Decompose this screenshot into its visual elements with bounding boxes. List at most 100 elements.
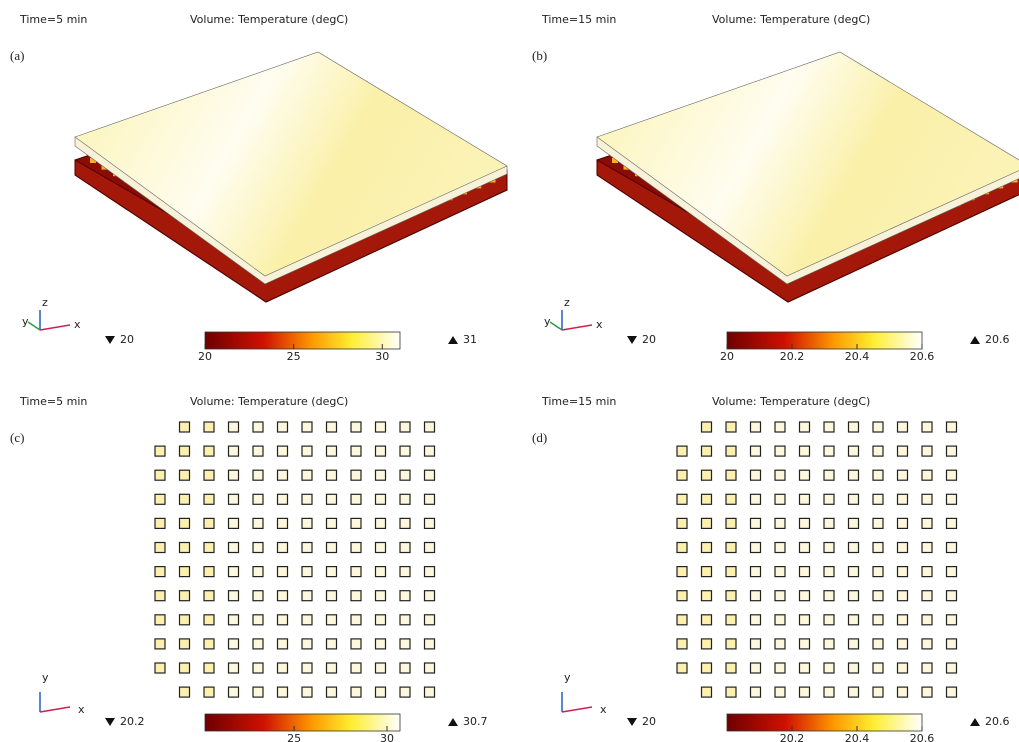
time-label: Time=15 min bbox=[541, 13, 616, 26]
chip bbox=[898, 446, 908, 456]
chip bbox=[327, 687, 337, 697]
plot-title: Volume: Temperature (degC) bbox=[712, 13, 870, 26]
chip bbox=[229, 687, 239, 697]
chip bbox=[849, 446, 859, 456]
chip bbox=[327, 615, 337, 625]
chip bbox=[253, 639, 263, 649]
chip bbox=[775, 543, 785, 553]
colorbar-tick-label: 30 bbox=[380, 732, 394, 742]
chip bbox=[204, 518, 214, 528]
chip bbox=[180, 567, 190, 577]
chip bbox=[702, 663, 712, 673]
chip bbox=[425, 567, 435, 577]
chip bbox=[873, 663, 883, 673]
chip bbox=[947, 543, 957, 553]
chip bbox=[775, 639, 785, 649]
chip bbox=[702, 639, 712, 649]
chip bbox=[947, 663, 957, 673]
colorbar-tick-label: 20 bbox=[198, 350, 212, 363]
min-value: 20 bbox=[120, 333, 134, 346]
chip bbox=[775, 470, 785, 480]
chip bbox=[180, 543, 190, 553]
chip bbox=[824, 470, 834, 480]
chip bbox=[351, 687, 361, 697]
chip bbox=[898, 687, 908, 697]
max-value: 30.7 bbox=[463, 715, 488, 728]
chip bbox=[180, 663, 190, 673]
chip bbox=[327, 567, 337, 577]
chip bbox=[824, 663, 834, 673]
chip bbox=[278, 494, 288, 504]
colorbar bbox=[727, 332, 922, 349]
chip bbox=[922, 518, 932, 528]
chip bbox=[726, 470, 736, 480]
chip bbox=[351, 422, 361, 432]
chip bbox=[376, 446, 386, 456]
chip bbox=[849, 639, 859, 649]
chip bbox=[824, 422, 834, 432]
chip bbox=[204, 567, 214, 577]
chip bbox=[302, 422, 312, 432]
chip bbox=[327, 591, 337, 601]
chip bbox=[155, 446, 165, 456]
chip bbox=[824, 687, 834, 697]
colorbar-tick-label: 20.6 bbox=[910, 732, 935, 742]
chip bbox=[775, 567, 785, 577]
colorbar-tick-label: 25 bbox=[287, 350, 301, 363]
chip bbox=[800, 567, 810, 577]
chip bbox=[155, 663, 165, 673]
chip bbox=[751, 543, 761, 553]
chip bbox=[253, 446, 263, 456]
chip bbox=[800, 470, 810, 480]
chip bbox=[229, 663, 239, 673]
chip bbox=[376, 422, 386, 432]
chip bbox=[376, 663, 386, 673]
chip bbox=[278, 639, 288, 649]
chip bbox=[204, 663, 214, 673]
min-marker bbox=[105, 336, 115, 344]
chip bbox=[677, 446, 687, 456]
chip bbox=[376, 591, 386, 601]
chip bbox=[922, 494, 932, 504]
max-marker bbox=[448, 718, 458, 726]
chip bbox=[873, 567, 883, 577]
chip bbox=[726, 687, 736, 697]
time-label: Time=5 min bbox=[19, 13, 87, 26]
chip bbox=[898, 494, 908, 504]
chip bbox=[726, 422, 736, 432]
chip bbox=[677, 615, 687, 625]
chip bbox=[302, 663, 312, 673]
chip bbox=[947, 470, 957, 480]
colorbar-tick-label: 20.6 bbox=[910, 350, 935, 363]
chip bbox=[775, 518, 785, 528]
chip bbox=[180, 639, 190, 649]
chip bbox=[775, 422, 785, 432]
chip bbox=[947, 687, 957, 697]
chip bbox=[824, 494, 834, 504]
chip bbox=[425, 422, 435, 432]
chip bbox=[376, 518, 386, 528]
chip bbox=[253, 687, 263, 697]
chip bbox=[849, 422, 859, 432]
chip bbox=[204, 494, 214, 504]
chip bbox=[751, 567, 761, 577]
chip bbox=[947, 639, 957, 649]
chip bbox=[302, 615, 312, 625]
triad-axis bbox=[40, 707, 70, 712]
chip bbox=[400, 518, 410, 528]
chip bbox=[278, 518, 288, 528]
axis-letter: z bbox=[42, 296, 48, 309]
chip bbox=[873, 591, 883, 601]
chip bbox=[800, 615, 810, 625]
chip bbox=[873, 615, 883, 625]
chip bbox=[677, 639, 687, 649]
chip bbox=[302, 543, 312, 553]
colorbar-tick-label: 20.4 bbox=[845, 350, 870, 363]
chip bbox=[351, 543, 361, 553]
chip bbox=[229, 518, 239, 528]
chip bbox=[351, 518, 361, 528]
chip bbox=[922, 567, 932, 577]
triad-axis bbox=[562, 707, 592, 712]
chip bbox=[751, 615, 761, 625]
